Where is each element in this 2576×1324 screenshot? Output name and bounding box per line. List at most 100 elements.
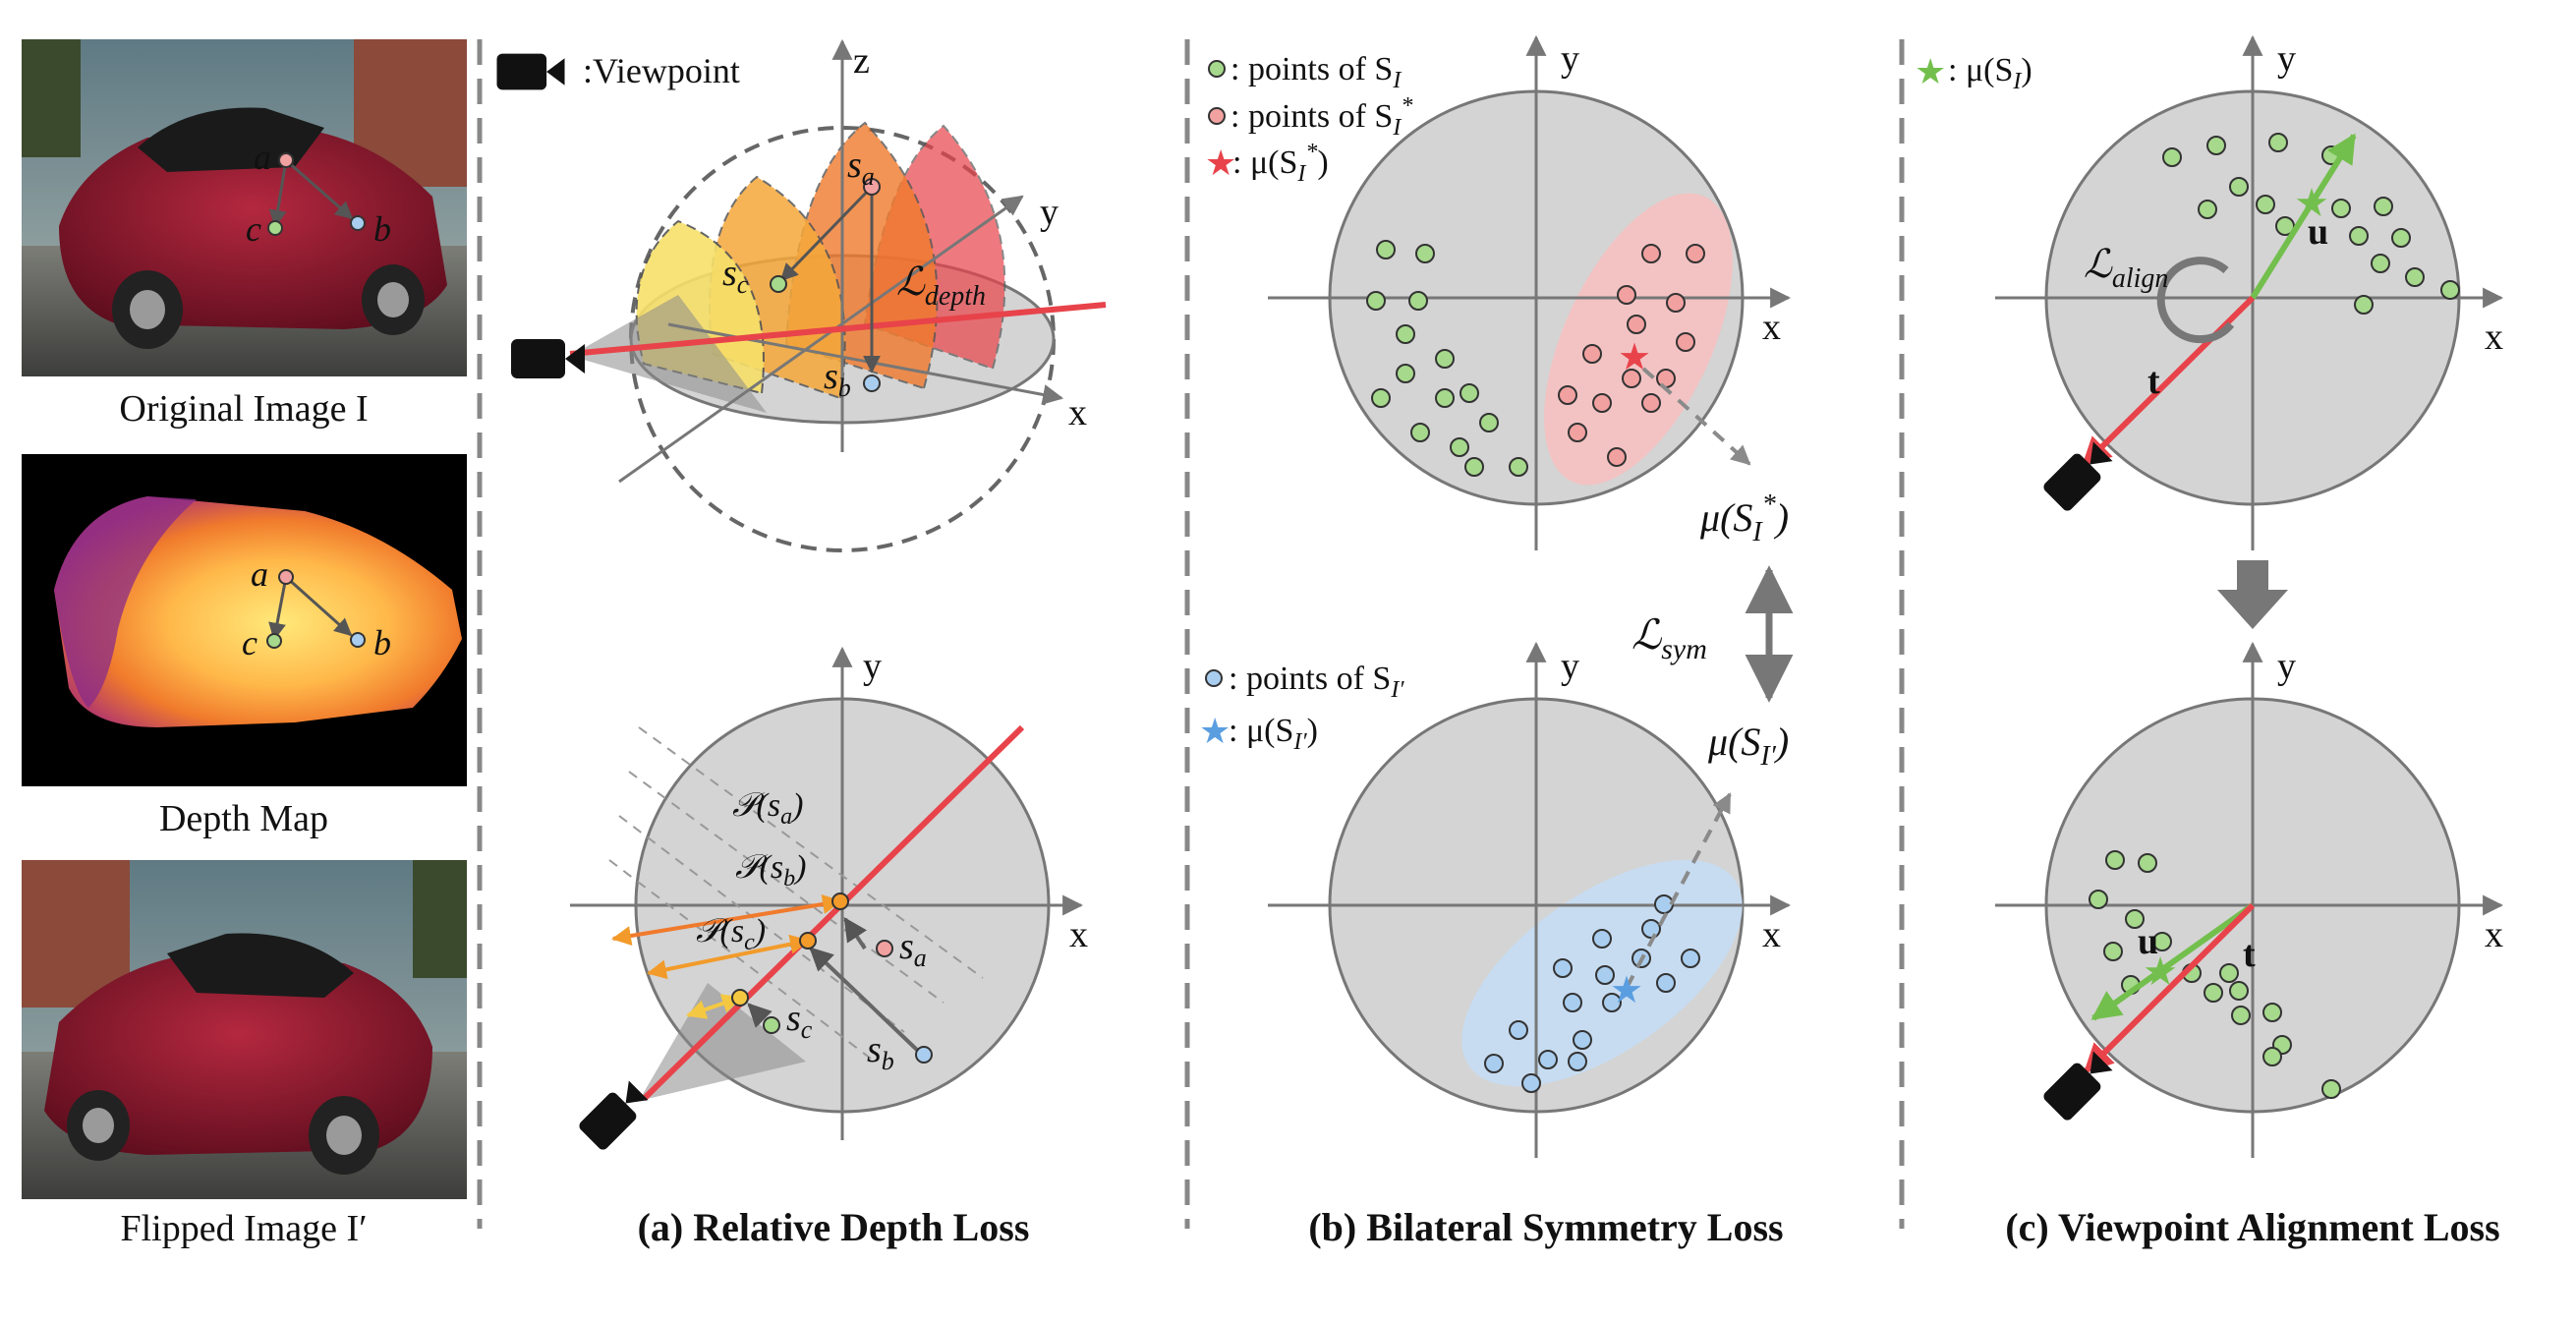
loss-sym-symbol: ℒ (1631, 613, 1662, 659)
legend-red-star-sup: * (1305, 140, 1317, 165)
panel-a: :Viewpoint sa sc (496, 38, 1107, 1249)
svg-text:: points of SI: : points of SI (1231, 51, 1402, 93)
green-point (2231, 1006, 2251, 1025)
proj-label-b-sub: b (783, 866, 795, 892)
rotation-arc (2156, 257, 2235, 344)
disk-c-bottom-camera-icon (2041, 1048, 2116, 1123)
axis-label-x-3d: x (1068, 392, 1087, 433)
green-point (2349, 226, 2369, 246)
c-bottom-label-u: u (2138, 921, 2158, 962)
green-point (2440, 280, 2460, 300)
red-centroid-arrow (1641, 367, 1751, 466)
legend-red-sub: I (1392, 115, 1402, 141)
blue-point (1553, 958, 1573, 978)
depth-label-a: a (251, 554, 268, 594)
disk-c-bottom-axis-label-y: y (2277, 646, 2296, 687)
proj-label-c: 𝒫(s (696, 913, 744, 950)
vector-t-top (2081, 295, 2256, 468)
legend-red-star-icon: ★ (1205, 144, 1236, 183)
blue-point (1592, 929, 1612, 949)
disk-b-bottom-axis-label-x: x (1762, 914, 1781, 955)
green-point (2374, 197, 2393, 216)
green-point (2138, 853, 2157, 873)
proj-arrow-b (647, 934, 810, 980)
svg-text:: μ(SI*): : μ(SI*) (1232, 140, 1329, 187)
c-top-label-t: t (2147, 361, 2160, 402)
green-point (1408, 291, 1428, 311)
legend-green-dot (1208, 60, 1226, 78)
green-point (2125, 909, 2145, 929)
red-point (1627, 315, 1646, 334)
disk-a-label-sb-sub: b (882, 1047, 894, 1075)
green-point (2321, 1079, 2341, 1099)
proj-arrow-c (686, 994, 742, 1019)
blue-point (1602, 993, 1622, 1012)
green-point (1435, 388, 1455, 408)
red-point (1582, 344, 1602, 364)
red-point (1558, 385, 1577, 405)
green-point (2229, 981, 2249, 1001)
svg-text:sa: sa (847, 144, 875, 191)
svg-text:sb: sb (867, 1029, 894, 1075)
disk-c-top-axis-label-y: y (2277, 38, 2296, 80)
green-point (2152, 932, 2172, 951)
green-point (2105, 850, 2125, 870)
blue-point (1521, 1073, 1541, 1093)
original-keypoints: a c b (246, 138, 391, 249)
blue-centroid-arrow (1625, 792, 1732, 989)
depth-keypoints: a c b (242, 554, 391, 662)
panel-c-caption: (c) Viewpoint Alignment Loss (2005, 1205, 2499, 1249)
mu-red-close: ) (1774, 495, 1789, 540)
c-bottom-label-t: t (2243, 934, 2256, 975)
proj-arrow-a (611, 894, 842, 946)
blue-point (1538, 1050, 1558, 1069)
legend-blue-star-sub: I′ (1292, 729, 1307, 755)
green-point (2206, 136, 2226, 155)
green-point (2198, 200, 2217, 219)
label-sa-sub: a (862, 162, 875, 191)
green-point (1396, 364, 1415, 383)
point-sc (770, 275, 787, 293)
y-axis-3d (618, 195, 1024, 484)
legend-red-text: : points of S (1231, 98, 1393, 135)
green-point (1371, 388, 1391, 408)
blue-point (1568, 1052, 1587, 1071)
axis-label-z: z (853, 40, 870, 82)
disk-c-top-camera-icon (2041, 438, 2116, 513)
green-point (1509, 457, 1528, 477)
legend-red-star-text: : μ(S (1232, 144, 1297, 181)
label-b: b (373, 209, 391, 249)
legend-red-star-sub: I (1296, 161, 1306, 187)
green-point (2268, 133, 2288, 152)
disk-2d-panel-a: 𝒫(sa) 𝒫(sb) 𝒫(sc) sa sb sc y x (570, 646, 1088, 1152)
disk-b-top-axis-label-y: y (1561, 38, 1579, 80)
red-point (1641, 244, 1661, 263)
svg-text:sc: sc (722, 253, 749, 299)
red-point (1641, 393, 1661, 413)
red-point (1592, 393, 1612, 413)
legend-green-star-icon: ★ (1915, 52, 1946, 91)
green-point (1410, 423, 1430, 442)
red-point (1676, 332, 1695, 352)
flipped-image (22, 860, 467, 1199)
red-point (1622, 369, 1641, 388)
disk-a-label-sc-sub: c (801, 1015, 813, 1044)
disk-a-label-sa-sub: a (914, 944, 927, 972)
blue-point (1509, 1020, 1528, 1040)
green-point (2391, 228, 2411, 248)
green-point (2204, 983, 2223, 1003)
green-point (2162, 147, 2182, 167)
label-sa: s (847, 144, 862, 186)
keypoint-c (267, 220, 283, 236)
svg-text:ℒdepth: ℒdepth (896, 259, 986, 312)
mu-blue-sub: I′ (1759, 741, 1776, 772)
proj-label-b: 𝒫(s (735, 849, 783, 886)
viewpoint-legend-icon (496, 53, 565, 90)
blue-point (1641, 919, 1661, 939)
legend-green-sub: I (1392, 68, 1402, 93)
red-point (1666, 293, 1686, 313)
red-point (1607, 447, 1627, 467)
proj-point-b (799, 932, 817, 950)
viewpoint-legend-label: :Viewpoint (583, 51, 740, 90)
panel-b: : points of SI : points of SI* ★ : μ(SI*… (1199, 34, 1794, 1249)
